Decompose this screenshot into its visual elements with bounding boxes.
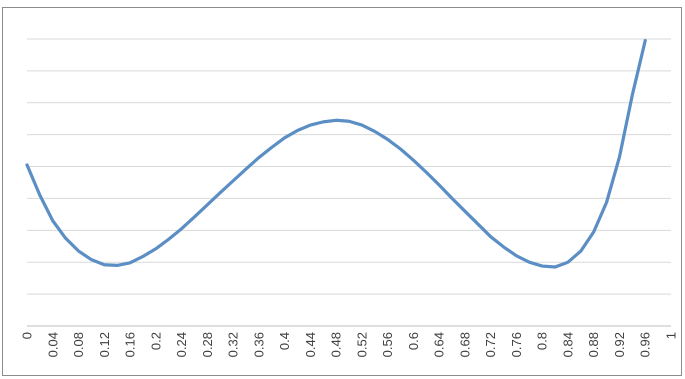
x-tick-label: 0.68 — [457, 332, 472, 357]
x-tick-label: 0.12 — [97, 332, 112, 357]
x-tick-label: 0.56 — [380, 332, 395, 357]
series-layer — [25, 38, 647, 269]
x-tick-label: 0.32 — [226, 332, 241, 357]
x-tick-label: 0.8 — [535, 332, 550, 350]
x-tick-label: 0.4 — [277, 332, 292, 350]
x-tick-label: 0.52 — [354, 332, 369, 357]
chart-frame: 0 0.04 0.08 0.12 0.16 0.2 0.24 0.28 0.32 0.36 0.4 0… — [2, 7, 682, 376]
x-tick-label: 0.16 — [123, 332, 138, 357]
x-tick-label: 0.28 — [200, 332, 215, 357]
series-line — [25, 38, 647, 269]
x-tick-label: 1 — [664, 332, 679, 339]
x-tick-label: 0.2 — [148, 332, 163, 350]
x-tick-label: 0.48 — [329, 332, 344, 357]
x-tick-label: 0.88 — [586, 332, 601, 357]
x-tick-label: 0.84 — [560, 332, 575, 357]
x-tick-label: 0.6 — [406, 332, 421, 350]
x-tick-label: 0.24 — [174, 332, 189, 357]
line-chart: 0 0.04 0.08 0.12 0.16 0.2 0.24 0.28 0.32 0.36 0.4 0… — [20, 38, 679, 357]
x-tick-label: 0.96 — [638, 332, 653, 357]
x-tick-label: 0.04 — [45, 332, 60, 357]
x-tick-label: 0.36 — [251, 332, 266, 357]
x-tick-label: 0.92 — [612, 332, 627, 357]
x-tick-label: 0.44 — [303, 332, 318, 357]
x-tick-labels: 0 0.04 0.08 0.12 0.16 0.2 0.24 0.28 0.32 0.36 0.4 0… — [20, 332, 679, 357]
x-tick-label: 0.08 — [71, 332, 86, 357]
x-tick-label: 0 — [20, 332, 35, 339]
x-tick-label: 0.72 — [483, 332, 498, 357]
x-tick-label: 0.76 — [509, 332, 524, 357]
x-tick-label: 0.64 — [432, 332, 447, 357]
